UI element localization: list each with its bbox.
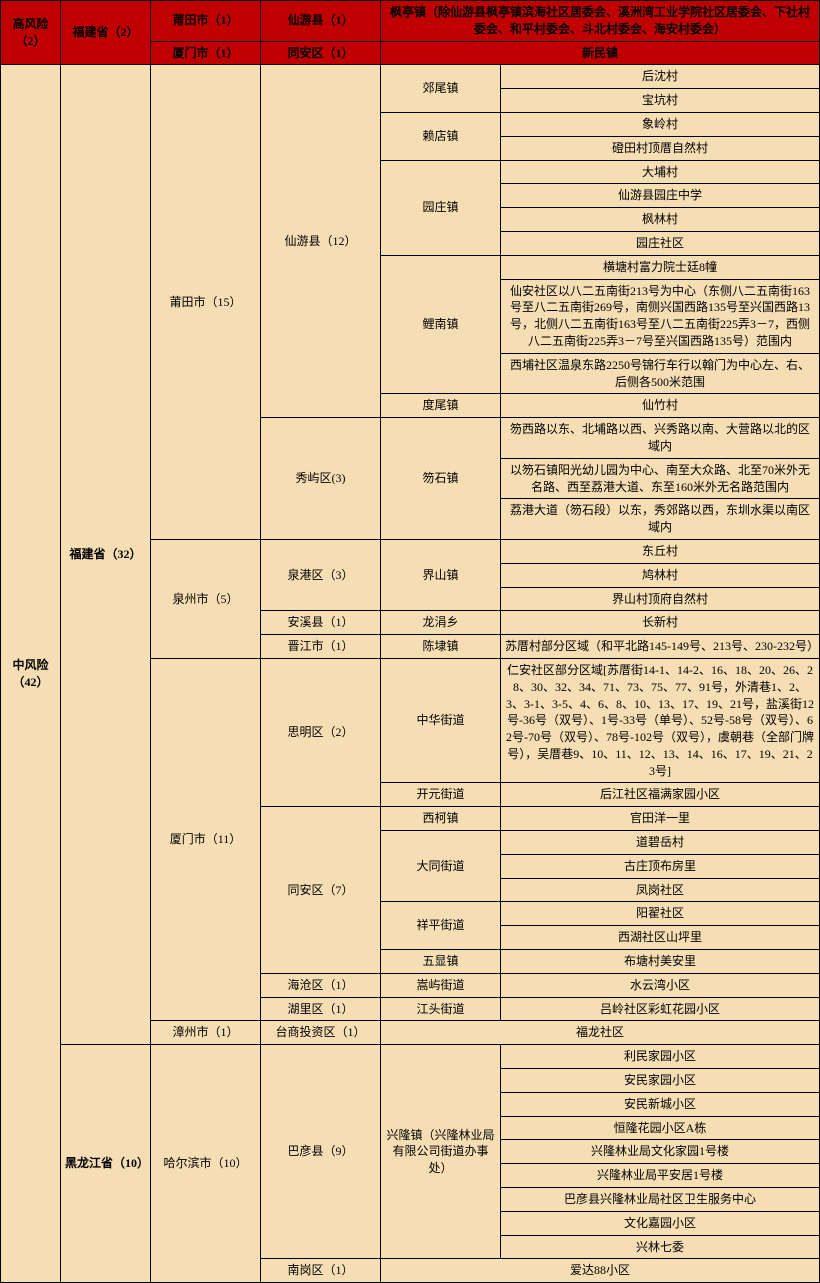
area: 兴隆林业局平安居1号楼 [501, 1164, 820, 1188]
area: 以笏石镇阳光幼儿园为中心、南至大众路、北至70米外无名路、西至荔港大道、东至16… [501, 458, 820, 499]
town: 大同街道 [381, 831, 501, 902]
area: 仙安社区以八二五南街213号为中心（东侧八二五南街163号至八二五南街269号，… [501, 279, 820, 353]
city-xiamen: 厦门市（11） [151, 658, 261, 1021]
town: 笏石镇 [381, 418, 501, 540]
cell: 厦门市（1） [151, 41, 261, 65]
dist: 海沧区（1） [261, 973, 381, 997]
area: 恒隆花园小区A栋 [501, 1116, 820, 1140]
town: 西柯镇 [381, 807, 501, 831]
area: 阳翟社区 [501, 902, 820, 926]
cell: 莆田市（1） [151, 1, 261, 42]
area: 西埔社区温泉东路2250号锦行车行以翰门为中心左、右、后侧各500米范围 [501, 353, 820, 394]
dist: 思明区（2） [261, 658, 381, 806]
town: 界山镇 [381, 539, 501, 610]
area: 后江社区福满家园小区 [501, 783, 820, 807]
town: 鲤南镇 [381, 255, 501, 394]
area: 安民新城小区 [501, 1092, 820, 1116]
area: 荔港大道（笏石段）以东，秀郊路以西，东圳水渠以南区域内 [501, 499, 820, 540]
area: 吕岭社区彩虹花园小区 [501, 997, 820, 1021]
area: 布塘村美安里 [501, 950, 820, 974]
dist: 湖里区（1） [261, 997, 381, 1021]
town: 赖店镇 [381, 112, 501, 160]
area: 后沈村 [501, 65, 820, 89]
cell: 同安区（1） [261, 41, 381, 65]
dist: 泉港区（3） [261, 539, 381, 610]
cell: 新民镇 [381, 41, 820, 65]
dist: 安溪县（1） [261, 611, 381, 635]
town: 兴隆镇（兴隆林业局有限公司街道办事处） [381, 1045, 501, 1259]
area: 仙竹村 [501, 394, 820, 418]
town: 中华街道 [381, 658, 501, 783]
area: 鸠林村 [501, 563, 820, 587]
area: 文化嘉园小区 [501, 1211, 820, 1235]
town: 嵩屿街道 [381, 973, 501, 997]
town: 开元街道 [381, 783, 501, 807]
city-quanzhou: 泉州市（5） [151, 539, 261, 658]
dist: 南岗区（1） [261, 1259, 381, 1283]
town: 江头街道 [381, 997, 501, 1021]
town: 郊尾镇 [381, 65, 501, 113]
area: 横塘村富力院士廷8幢 [501, 255, 820, 279]
area: 宝坑村 [501, 89, 820, 113]
prov-hlj: 黑龙江省（10） [61, 1045, 151, 1283]
area: 凤岗社区 [501, 878, 820, 902]
area: 象岭村 [501, 112, 820, 136]
prov-fujian: 福建省（32） [61, 65, 151, 1045]
cell: 仙游县（1） [261, 1, 381, 42]
high-risk-prov: 福建省（2） [61, 1, 151, 65]
city-zhangzhou: 漳州市（1） [151, 1021, 261, 1045]
area: 枫林村 [501, 208, 820, 232]
area: 巴彦县兴隆林业局社区卫生服务中心 [501, 1188, 820, 1212]
area: 古庄顶布房里 [501, 854, 820, 878]
area: 水云湾小区 [501, 973, 820, 997]
city-putian: 莆田市（15） [151, 65, 261, 540]
area: 大埔村 [501, 160, 820, 184]
area: 东丘村 [501, 539, 820, 563]
area: 爱达88小区 [381, 1259, 820, 1283]
dist-xiuyu: 秀屿区(3) [261, 418, 381, 540]
town: 园庄镇 [381, 160, 501, 255]
area: 兴林七委 [501, 1235, 820, 1259]
dist-xianyou: 仙游县（12） [261, 65, 381, 418]
dist: 晋江市（1） [261, 635, 381, 659]
area: 长新村 [501, 611, 820, 635]
area: 磴田村顶厝自然村 [501, 136, 820, 160]
area: 官田洋一里 [501, 807, 820, 831]
area: 兴隆林业局文化家园1号楼 [501, 1140, 820, 1164]
dist: 巴彦县（9） [261, 1045, 381, 1259]
town: 祥平街道 [381, 902, 501, 950]
town: 五显镇 [381, 950, 501, 974]
area: 界山村顶府自然村 [501, 587, 820, 611]
area: 安民家园小区 [501, 1069, 820, 1093]
cell: 枫亭镇（除仙游县枫亭镇滨海社区居委会、溪洲湾工业学院社区居委会、下社村委会、和平… [381, 1, 820, 42]
area: 福龙社区 [381, 1021, 820, 1045]
town: 度尾镇 [381, 394, 501, 418]
town: 龙涓乡 [381, 611, 501, 635]
city-harbin: 哈尔滨市（10） [151, 1045, 261, 1283]
dist: 同安区（7） [261, 807, 381, 974]
area: 道碧岳村 [501, 831, 820, 855]
area: 园庄社区 [501, 231, 820, 255]
dist: 台商投资区（1） [261, 1021, 381, 1045]
area: 仙游县园庄中学 [501, 184, 820, 208]
area: 西湖社区山坪里 [501, 926, 820, 950]
area: 笏西路以东、北埔路以西、兴秀路以南、大营路以北的区域内 [501, 418, 820, 459]
med-risk-label: 中风险（42） [1, 65, 61, 1283]
area: 利民家园小区 [501, 1045, 820, 1069]
high-risk-label: 高风险（2） [1, 1, 61, 65]
area: 苏厝村部分区域（和平北路145-149号、213号、230-232号） [501, 635, 820, 659]
area: 仁安社区部分区域[苏厝街14-1、14-2、16、18、20、26、28、30、… [501, 658, 820, 783]
town: 陈埭镇 [381, 635, 501, 659]
